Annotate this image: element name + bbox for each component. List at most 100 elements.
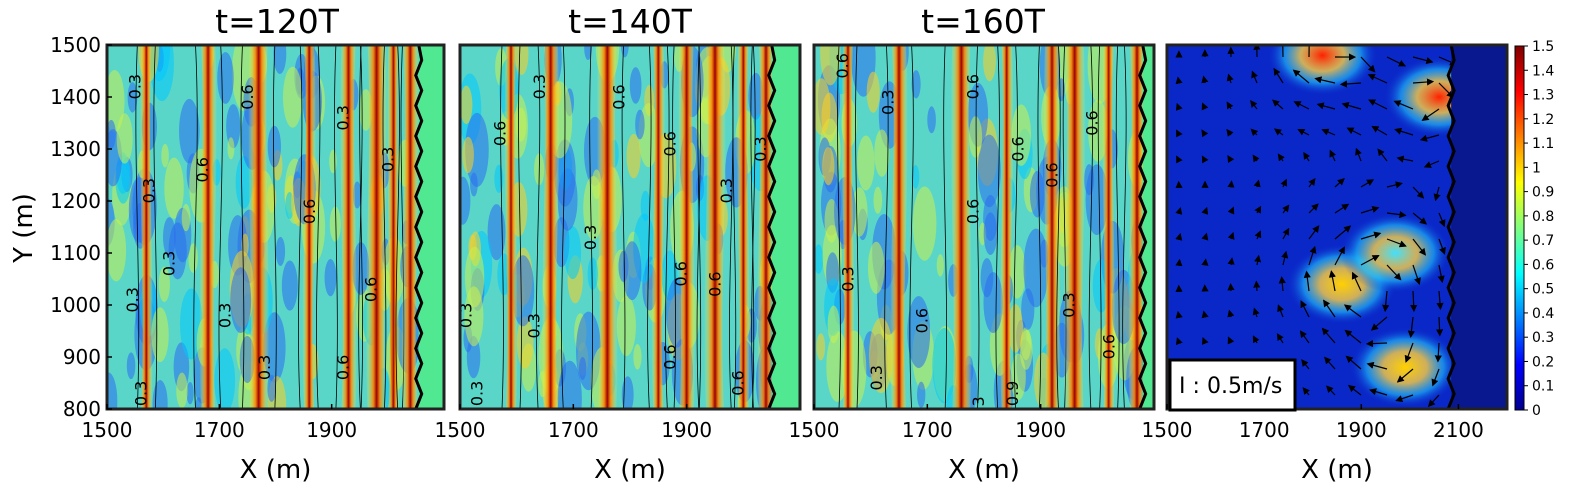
- contour-line: [589, 45, 593, 409]
- velocity-arrow: [1297, 128, 1310, 136]
- velocity-arrow: [1407, 316, 1415, 339]
- contour-label: 0.3: [216, 303, 235, 328]
- field-blob: [161, 143, 169, 168]
- y-tick-label: 1300: [50, 137, 101, 161]
- velocity-arrow: [1421, 108, 1440, 121]
- x-tick-label: 1900: [306, 418, 357, 442]
- contour-label: 0.3: [123, 287, 142, 312]
- panel-t160: 0.6 0.3 0.3 0.3 0.6 0.6 0.6 0.3 0.6 0.9 0.6 0.3 0.6 0…: [789, 43, 1156, 485]
- field-blob: [1008, 245, 1026, 299]
- velocity-arrow: [1201, 336, 1209, 345]
- field-blob: [1011, 104, 1032, 166]
- field-blob: [267, 125, 281, 168]
- velocity-arrow: [1278, 276, 1286, 292]
- velocity-arrow: [1250, 99, 1258, 110]
- contour-label: 0.3: [140, 178, 159, 203]
- velocity-arrow: [1175, 310, 1183, 319]
- contour-label: 0.3: [969, 396, 988, 421]
- streak-band: [651, 45, 666, 409]
- contour-line: [561, 45, 566, 409]
- streak-band: [1102, 45, 1116, 409]
- field-blob: [487, 204, 506, 261]
- contour-label: 0.6: [728, 370, 747, 395]
- velocity-arrow: [1382, 290, 1390, 313]
- contour-label: 0.6: [1099, 334, 1118, 359]
- velocity-arrow: [1394, 127, 1414, 136]
- velocity-arrow: [1386, 56, 1407, 67]
- velocity-arrow: [1201, 129, 1209, 138]
- field-blob: [127, 82, 138, 113]
- velocity-arrow: [1252, 154, 1260, 163]
- colorbar-tick-label: 0.6: [1532, 257, 1554, 273]
- field-blob: [152, 380, 168, 409]
- velocity-arrow: [1316, 102, 1336, 110]
- contour-label: 0.6: [362, 277, 381, 302]
- colorbar-tick-label: 1.5: [1532, 39, 1554, 55]
- field-blob: [1023, 228, 1049, 308]
- streak-band: [302, 45, 316, 409]
- colorbar-tick-label: 0.9: [1532, 185, 1554, 201]
- velocity-arrow: [1438, 82, 1454, 99]
- field-blob: [857, 135, 875, 191]
- velocity-arrow: [1341, 102, 1362, 110]
- panel-t140: 0.3 0.6 0.3 0.3 0.3 0.3 0.6 0.6 0.6 0.6 0.3 0.6 0.6 0…: [435, 43, 802, 485]
- contour-label: 0.3: [159, 251, 178, 276]
- field-blob: [911, 165, 920, 189]
- field-blob: [515, 45, 529, 75]
- velocity-arrow: [1176, 129, 1183, 138]
- contour-line: [359, 45, 363, 409]
- velocity-arrow: [1412, 212, 1428, 225]
- streak-band: [841, 45, 855, 409]
- velocity-arrow: [1201, 155, 1209, 164]
- contour-label: 0.6: [193, 157, 212, 182]
- velocity-arrow: [1371, 125, 1388, 136]
- field-blob: [494, 164, 504, 193]
- velocity-arrow: [1377, 148, 1388, 162]
- velocity-arrow: [1272, 99, 1284, 110]
- contour-line: [193, 45, 198, 409]
- contour-label: 0.6: [706, 271, 725, 296]
- velocity-arrow: [1303, 151, 1311, 162]
- field-blob: [820, 45, 841, 86]
- field-blob: [1007, 304, 1024, 353]
- contour-label: 0.3: [255, 355, 274, 380]
- field-blob: [622, 241, 642, 301]
- colorbar-tick-label: 0.5: [1532, 282, 1554, 298]
- velocity-arrow: [1321, 128, 1336, 136]
- field-blob: [324, 259, 337, 297]
- contour-label: 0.6: [300, 199, 319, 224]
- streak-band: [365, 45, 388, 409]
- velocity-arrow: [1201, 258, 1209, 266]
- contour-label: 0.3: [867, 365, 886, 390]
- field-blob: [822, 146, 835, 186]
- field-blob: [107, 219, 127, 282]
- x-axis-label: X (m): [948, 455, 1020, 485]
- y-tick-label: 1500: [50, 33, 101, 57]
- velocity-arrow: [1227, 206, 1235, 215]
- colorbar-tick-label: 1.2: [1532, 112, 1554, 128]
- contour-label: 0.3: [1060, 292, 1079, 317]
- velocity-arrow: [1396, 155, 1414, 163]
- velocity-arrow: [1227, 336, 1235, 345]
- velocity-arrow: [1201, 310, 1209, 319]
- x-tick-label: 2100: [1433, 418, 1484, 442]
- contour-line: [1056, 45, 1061, 409]
- contour-line: [273, 45, 277, 409]
- y-tick-label: 1100: [50, 241, 101, 265]
- field-blob: [983, 45, 996, 82]
- velocity-arrow: [1175, 76, 1183, 85]
- panel-velocity: 1500 1700 1900 2100 X (m): [1142, 43, 1509, 485]
- velocity-arrow: [1282, 204, 1290, 214]
- velocity-arrow: [1438, 212, 1446, 228]
- field-blob: [158, 266, 170, 303]
- field-blob: [195, 397, 203, 409]
- velocity-arrow: [1404, 342, 1414, 363]
- field-blob: [281, 260, 298, 311]
- field-blob: [179, 98, 200, 164]
- streak-band: [139, 45, 153, 409]
- field-blob: [640, 190, 651, 222]
- colorbar-tick-label: 0.7: [1532, 233, 1554, 249]
- velocity-arrow: [1355, 147, 1362, 162]
- field-blob: [814, 244, 824, 274]
